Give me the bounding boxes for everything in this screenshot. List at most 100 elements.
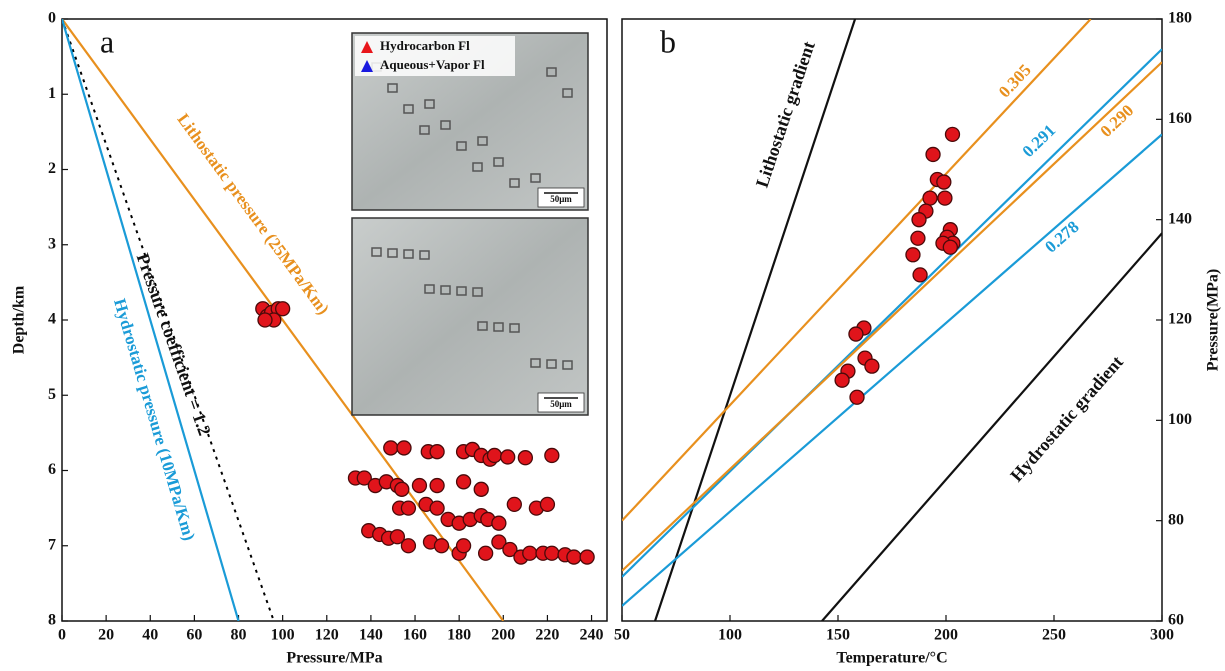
y-tick-label: 120	[1168, 311, 1192, 328]
inclusion	[456, 141, 467, 151]
x-tick-label: 300	[1150, 627, 1174, 644]
data-point	[912, 267, 928, 283]
panel-label: b	[660, 23, 676, 59]
panel: 0 20 40 60 80 100 120 140 160 180 200 220 240 0 1 2 3 4 5 6…	[11, 10, 608, 667]
x-tick-label: 100	[718, 627, 742, 644]
data-point	[502, 541, 518, 558]
inclusion	[562, 88, 573, 98]
x-tick-label: 40	[142, 627, 158, 644]
inset-legend-box	[355, 36, 515, 76]
data-point	[429, 477, 445, 494]
line-label: Lithostatic gradient	[752, 39, 819, 190]
data-point	[433, 538, 450, 554]
line-label: Lithostatic pressure (25MPa/Km)	[174, 110, 334, 318]
inclusion	[493, 322, 504, 332]
x-tick-label: 0	[58, 627, 66, 644]
line-label: 0.305	[995, 60, 1035, 101]
y-axis-label: Depth/km	[11, 285, 28, 354]
micrograph	[351, 217, 589, 416]
y-tick-label: 80	[1168, 511, 1184, 528]
inclusion	[477, 136, 488, 146]
data-point	[429, 444, 445, 460]
data-point	[944, 126, 961, 143]
data-point	[849, 389, 865, 405]
x-axis-label: Temperature/°C	[836, 650, 947, 667]
y-tick-label: 1	[48, 85, 56, 102]
inclusion	[424, 99, 435, 109]
data-point	[922, 190, 938, 206]
data-point	[936, 174, 952, 190]
line-series	[622, 133, 1162, 607]
line-series	[62, 19, 240, 621]
y-tick-label: 2	[48, 160, 56, 177]
inclusion	[403, 104, 414, 114]
data-point	[506, 496, 522, 513]
inclusion	[530, 358, 541, 368]
x-axis-label: Pressure/MPa	[286, 650, 382, 667]
y-tick-label: 3	[48, 235, 56, 252]
line-series	[622, 19, 1092, 522]
line-label: 0.278	[1041, 217, 1082, 256]
plot-area	[62, 19, 505, 621]
scale-bar-label: 50μm	[550, 399, 572, 409]
data-point	[864, 358, 880, 374]
inclusion	[509, 178, 520, 188]
y-tick-label: 4	[48, 311, 56, 328]
data-point	[389, 529, 406, 545]
line-series	[62, 19, 275, 621]
inclusion	[530, 173, 541, 183]
inclusion	[472, 162, 483, 172]
data-point	[905, 247, 921, 263]
y-tick-label: 160	[1168, 110, 1192, 127]
inclusion	[562, 360, 573, 370]
inclusion	[493, 157, 504, 167]
inclusion	[546, 359, 557, 369]
data-point	[491, 515, 507, 531]
x-tick-label: 150	[826, 627, 850, 644]
data-point	[429, 500, 445, 516]
data-point	[356, 470, 372, 486]
x-tick-label: 120	[315, 627, 339, 644]
x-tick-label: 220	[535, 627, 559, 644]
inclusion	[440, 285, 451, 295]
data-point	[274, 301, 291, 317]
line-series	[622, 61, 1162, 572]
inclusion	[424, 284, 435, 294]
x-tick-label: 100	[271, 627, 295, 644]
x-tick-label: 200	[934, 627, 958, 644]
data-point	[491, 534, 507, 550]
x-tick-label: 50	[614, 627, 630, 644]
data-point	[544, 447, 560, 464]
x-tick-label: 60	[186, 627, 202, 644]
data-point	[411, 477, 428, 494]
data-point	[486, 447, 503, 464]
inclusion	[477, 321, 488, 331]
data-point	[455, 538, 472, 554]
inclusion	[419, 250, 430, 260]
plot-area	[622, 19, 1162, 621]
y-tick-label: 8	[48, 612, 56, 629]
data-point	[910, 230, 926, 246]
plot-frame	[621, 18, 1163, 622]
inclusion	[456, 286, 467, 296]
legend-label: Aqueous+Vapor Fl	[380, 57, 485, 72]
x-tick-label: 180	[447, 627, 471, 644]
inclusion	[371, 247, 382, 257]
y-tick-label: 100	[1168, 411, 1192, 428]
data-point	[579, 549, 595, 565]
y-axis-label: Pressure(MPa)	[1205, 269, 1222, 371]
data-point	[942, 239, 958, 255]
x-tick-label: 200	[491, 627, 515, 644]
data-point	[396, 440, 412, 456]
data-point	[383, 440, 399, 456]
data-point	[539, 496, 556, 513]
line-series	[654, 19, 857, 621]
legend-label: Hydrocarbon Fl	[380, 38, 470, 53]
data-point	[911, 212, 927, 228]
line-series	[622, 48, 1162, 578]
data-point	[522, 545, 538, 561]
y-tick-label: 5	[48, 386, 56, 403]
data-point	[566, 549, 582, 565]
